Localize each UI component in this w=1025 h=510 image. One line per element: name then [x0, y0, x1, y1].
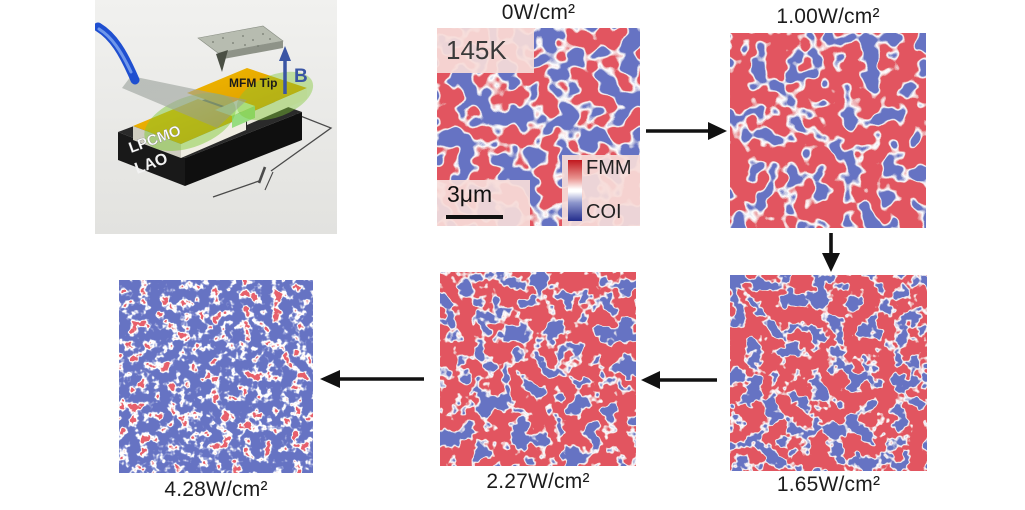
scale-bar-line [446, 215, 503, 219]
mfm-panel-1-65w [730, 275, 927, 471]
mfm-panel-1-00w [730, 33, 926, 228]
mfm-panel-0w: 145K 3μm FMM COI [437, 28, 640, 226]
scale-bar: 3μm [437, 180, 530, 226]
arrow-right-icon [646, 122, 727, 140]
sample-schematic: MFM Tip B LPCMO LAO [95, 0, 337, 234]
arrow-down-icon [822, 233, 840, 272]
temperature-badge: 145K [437, 28, 534, 73]
scale-bar-label: 3μm [447, 181, 493, 207]
panel-label-0w: 0W/cm² [501, 1, 576, 24]
mfm-map-4-28w [119, 280, 313, 473]
panel-label-1-65w: 1.65W/cm² [776, 473, 881, 496]
mfm-map-1-65w [730, 275, 927, 471]
colorbar-fmm-label: FMM [586, 157, 632, 179]
mfm-tip [216, 50, 228, 72]
mfm-panel-4-28w [119, 280, 313, 473]
mfm-map-2-27w [440, 272, 636, 466]
cantilever-texture [212, 33, 271, 47]
arrow-left-icon-1 [641, 371, 717, 389]
mfm-map-1-00w [730, 33, 926, 228]
mfm-tip-label: MFM Tip [229, 76, 277, 90]
optical-fiber [95, 22, 140, 85]
light-cone [122, 76, 247, 128]
panel-label-2-27w: 2.27W/cm² [486, 470, 590, 493]
colorbar-coi-label: COI [586, 201, 622, 223]
arrow-left-icon-2 [320, 370, 424, 388]
b-field-arrow-icon [279, 46, 291, 94]
mfm-panel-2-27w [440, 272, 636, 466]
colorbar: FMM COI [562, 155, 640, 226]
panel-label-1-00w: 1.00W/cm² [776, 5, 880, 28]
panel-label-4-28w: 4.28W/cm² [164, 478, 268, 501]
laser-spot-2 [236, 71, 314, 121]
colorbar-gradient [568, 160, 582, 221]
mfm-cantilever [197, 25, 284, 72]
b-field-label: B [294, 66, 308, 87]
